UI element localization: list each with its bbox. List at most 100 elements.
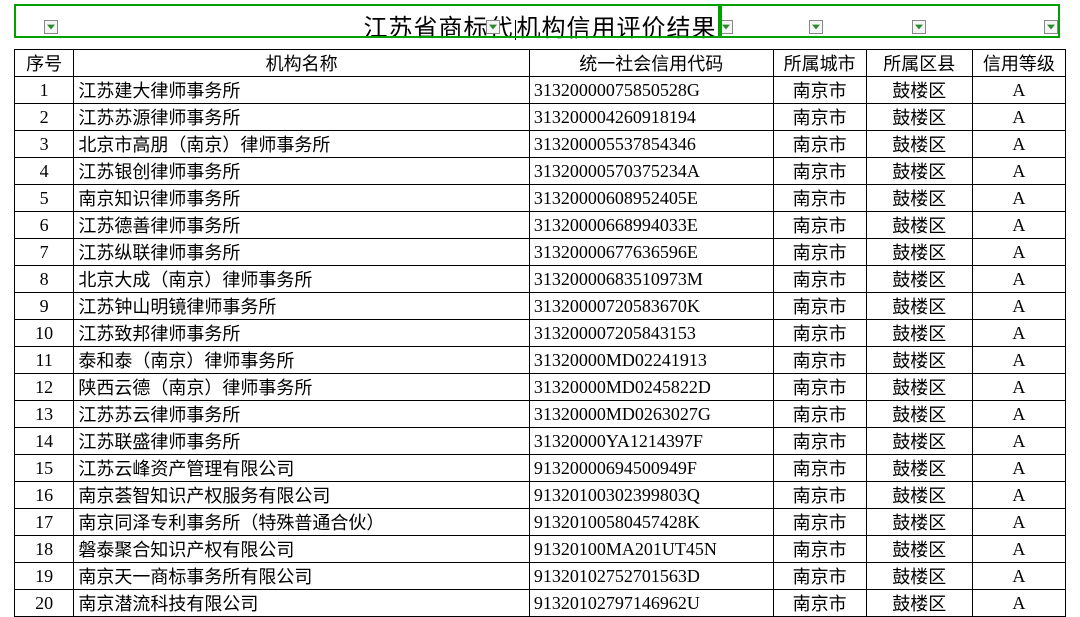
header-seq[interactable]: 序号: [15, 50, 74, 77]
cell-seq[interactable]: 17: [15, 509, 74, 536]
cell-code[interactable]: 91320100MA201UT45N: [529, 536, 773, 563]
cell-name[interactable]: 江苏致邦律师事务所: [74, 320, 530, 347]
cell-grade[interactable]: A: [972, 104, 1065, 131]
cell-grade[interactable]: A: [972, 509, 1065, 536]
cell-name[interactable]: 江苏云峰资产管理有限公司: [74, 455, 530, 482]
cell-code[interactable]: 31320000720583670K: [529, 293, 773, 320]
cell-city[interactable]: 南京市: [773, 563, 866, 590]
cell-district[interactable]: 鼓楼区: [866, 266, 972, 293]
cell-name[interactable]: 江苏德善律师事务所: [74, 212, 530, 239]
cell-district[interactable]: 鼓楼区: [866, 293, 972, 320]
cell-code[interactable]: 31320000570375234A: [529, 158, 773, 185]
cell-grade[interactable]: A: [972, 428, 1065, 455]
cell-seq[interactable]: 10: [15, 320, 74, 347]
cell-code[interactable]: 31320000075850528G: [529, 77, 773, 104]
header-name[interactable]: 机构名称: [74, 50, 530, 77]
cell-district[interactable]: 鼓楼区: [866, 563, 972, 590]
cell-seq[interactable]: 1: [15, 77, 74, 104]
cell-code[interactable]: 91320102752701563D: [529, 563, 773, 590]
filter-dropdown-icon[interactable]: [1044, 20, 1058, 34]
cell-name[interactable]: 江苏苏源律师事务所: [74, 104, 530, 131]
cell-grade[interactable]: A: [972, 374, 1065, 401]
cell-name[interactable]: 江苏纵联律师事务所: [74, 239, 530, 266]
cell-city[interactable]: 南京市: [773, 401, 866, 428]
cell-district[interactable]: 鼓楼区: [866, 131, 972, 158]
cell-name[interactable]: 江苏银创律师事务所: [74, 158, 530, 185]
cell-grade[interactable]: A: [972, 239, 1065, 266]
cell-code[interactable]: 31320000YA1214397F: [529, 428, 773, 455]
cell-grade[interactable]: A: [972, 590, 1065, 617]
cell-grade[interactable]: A: [972, 212, 1065, 239]
cell-seq[interactable]: 13: [15, 401, 74, 428]
cell-seq[interactable]: 6: [15, 212, 74, 239]
cell-name[interactable]: 南京天一商标事务所有限公司: [74, 563, 530, 590]
cell-seq[interactable]: 4: [15, 158, 74, 185]
filter-dropdown-icon[interactable]: [44, 20, 58, 34]
cell-seq[interactable]: 9: [15, 293, 74, 320]
header-grade[interactable]: 信用等级: [972, 50, 1065, 77]
cell-grade[interactable]: A: [972, 482, 1065, 509]
cell-city[interactable]: 南京市: [773, 455, 866, 482]
header-district[interactable]: 所属区县: [866, 50, 972, 77]
cell-city[interactable]: 南京市: [773, 374, 866, 401]
cell-district[interactable]: 鼓楼区: [866, 320, 972, 347]
header-city[interactable]: 所属城市: [773, 50, 866, 77]
cell-name[interactable]: 江苏苏云律师事务所: [74, 401, 530, 428]
cell-district[interactable]: 鼓楼区: [866, 428, 972, 455]
cell-code[interactable]: 91320100302399803Q: [529, 482, 773, 509]
filter-dropdown-icon[interactable]: [809, 20, 823, 34]
cell-name[interactable]: 江苏钟山明镜律师事务所: [74, 293, 530, 320]
cell-city[interactable]: 南京市: [773, 536, 866, 563]
cell-grade[interactable]: A: [972, 293, 1065, 320]
cell-grade[interactable]: A: [972, 401, 1065, 428]
cell-grade[interactable]: A: [972, 320, 1065, 347]
cell-grade[interactable]: A: [972, 563, 1065, 590]
cell-code[interactable]: 31320000668994033E: [529, 212, 773, 239]
filter-dropdown-icon[interactable]: [486, 20, 500, 34]
cell-district[interactable]: 鼓楼区: [866, 509, 972, 536]
cell-seq[interactable]: 16: [15, 482, 74, 509]
cell-district[interactable]: 鼓楼区: [866, 536, 972, 563]
cell-city[interactable]: 南京市: [773, 185, 866, 212]
cell-seq[interactable]: 3: [15, 131, 74, 158]
cell-code[interactable]: 31320000MD0245822D: [529, 374, 773, 401]
cell-city[interactable]: 南京市: [773, 212, 866, 239]
cell-code[interactable]: 91320100580457428K: [529, 509, 773, 536]
cell-city[interactable]: 南京市: [773, 428, 866, 455]
cell-name[interactable]: 南京潜流科技有限公司: [74, 590, 530, 617]
cell-district[interactable]: 鼓楼区: [866, 212, 972, 239]
cell-name[interactable]: 北京大成（南京）律师事务所: [74, 266, 530, 293]
cell-grade[interactable]: A: [972, 266, 1065, 293]
cell-name[interactable]: 磐泰聚合知识产权有限公司: [74, 536, 530, 563]
cell-seq[interactable]: 7: [15, 239, 74, 266]
cell-name[interactable]: 江苏建大律师事务所: [74, 77, 530, 104]
cell-city[interactable]: 南京市: [773, 158, 866, 185]
cell-code[interactable]: 313200007205843153: [529, 320, 773, 347]
cell-code[interactable]: 313200004260918194: [529, 104, 773, 131]
cell-district[interactable]: 鼓楼区: [866, 374, 972, 401]
cell-seq[interactable]: 12: [15, 374, 74, 401]
cell-district[interactable]: 鼓楼区: [866, 77, 972, 104]
cell-grade[interactable]: A: [972, 158, 1065, 185]
cell-grade[interactable]: A: [972, 347, 1065, 374]
cell-code[interactable]: 91320000694500949F: [529, 455, 773, 482]
cell-code[interactable]: 313200005537854346: [529, 131, 773, 158]
cell-name[interactable]: 江苏联盛律师事务所: [74, 428, 530, 455]
cell-seq[interactable]: 11: [15, 347, 74, 374]
cell-city[interactable]: 南京市: [773, 77, 866, 104]
cell-code[interactable]: 31320000608952405E: [529, 185, 773, 212]
filter-dropdown-icon[interactable]: [719, 20, 733, 34]
cell-district[interactable]: 鼓楼区: [866, 482, 972, 509]
cell-name[interactable]: 南京荟智知识产权服务有限公司: [74, 482, 530, 509]
cell-district[interactable]: 鼓楼区: [866, 455, 972, 482]
cell-code[interactable]: 31320000677636596E: [529, 239, 773, 266]
cell-name[interactable]: 陕西云德（南京）律师事务所: [74, 374, 530, 401]
cell-grade[interactable]: A: [972, 131, 1065, 158]
cell-name[interactable]: 北京市高朋（南京）律师事务所: [74, 131, 530, 158]
cell-district[interactable]: 鼓楼区: [866, 239, 972, 266]
cell-city[interactable]: 南京市: [773, 347, 866, 374]
cell-grade[interactable]: A: [972, 185, 1065, 212]
cell-code[interactable]: 91320102797146962U: [529, 590, 773, 617]
cell-name[interactable]: 南京知识律师事务所: [74, 185, 530, 212]
cell-city[interactable]: 南京市: [773, 131, 866, 158]
